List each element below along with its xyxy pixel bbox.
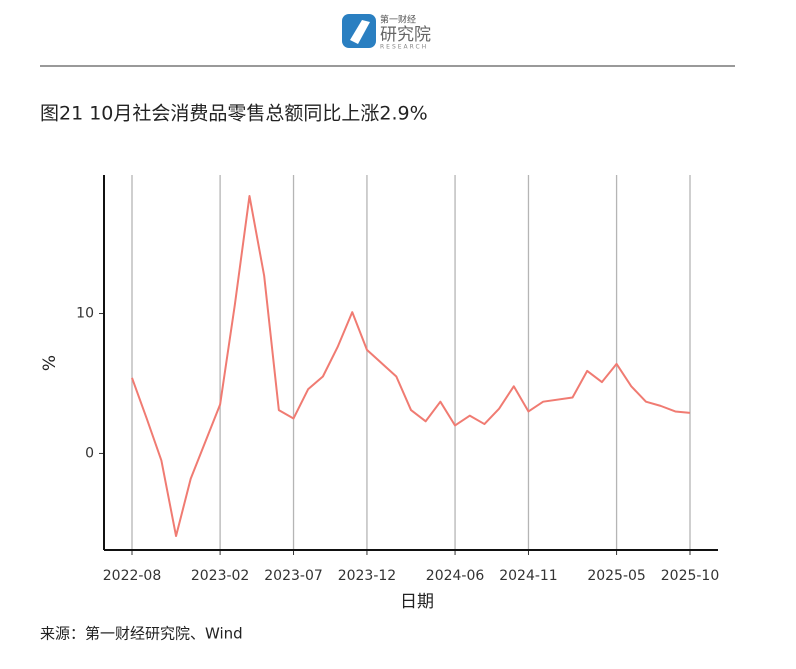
x-tick-label: 2025-05 — [587, 568, 646, 584]
x-tick-label: 2023-12 — [338, 568, 397, 584]
logo-sub: RESEARCH — [380, 44, 428, 51]
logo-icon-mark — [350, 20, 370, 44]
x-tick-label: 2024-11 — [499, 568, 558, 584]
y-axis-label: % — [40, 355, 60, 371]
x-tick-label: 2022-08 — [103, 568, 162, 584]
logo-top: 第一财经 — [380, 14, 416, 26]
x-tick-label: 2023-02 — [191, 568, 250, 584]
x-tick-label: 2024-06 — [426, 568, 485, 584]
logo: 第一财经 研究院 RESEARCH — [342, 14, 431, 51]
source: 来源：第一财经研究院、Wind — [40, 625, 243, 643]
x-tick-label: 2023-07 — [264, 568, 323, 584]
y-tick-label: 10 — [76, 306, 94, 322]
x-tick-label: 2025-10 — [661, 568, 720, 584]
x-axis-label: 日期 — [400, 592, 434, 612]
y-tick-label: 0 — [85, 445, 94, 461]
chart-title: 图21 10月社会消费品零售总额同比上涨2.9% — [40, 103, 428, 125]
logo-main: 研究院 — [380, 25, 431, 45]
line-series — [131, 194, 691, 538]
